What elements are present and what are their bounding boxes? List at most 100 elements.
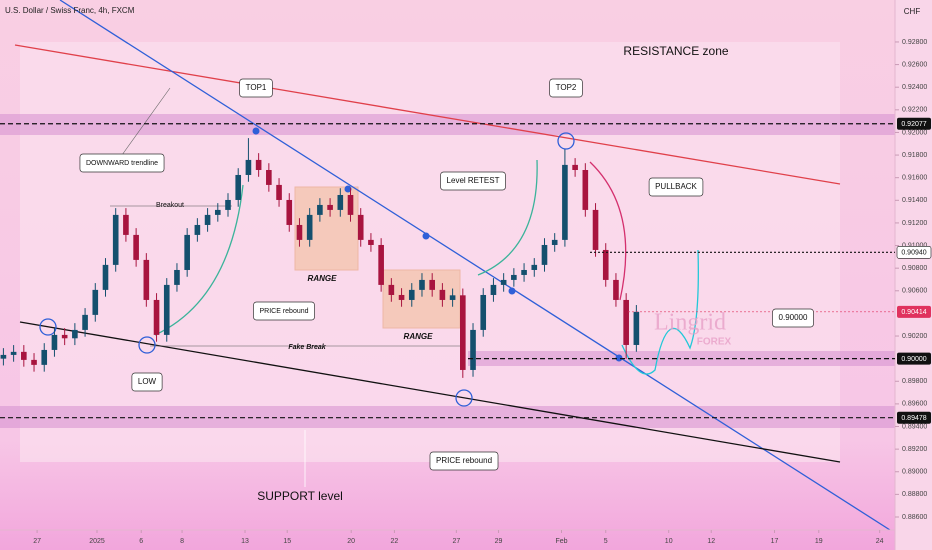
- candle-body: [255, 159, 262, 170]
- candle-body: [174, 269, 180, 285]
- annotation-box: [253, 301, 315, 321]
- annotation: PULLBACK: [655, 182, 697, 191]
- x-tick-label: 29: [495, 538, 503, 545]
- candle-body: [613, 279, 619, 300]
- candle-body: [551, 239, 558, 245]
- candle-body: [0, 354, 7, 359]
- circle-marker: [138, 336, 156, 354]
- x-tick-label: 27: [33, 538, 41, 545]
- candle-body: [419, 279, 425, 290]
- candle-body: [143, 259, 150, 300]
- candle-body: [102, 264, 109, 290]
- dots: [252, 127, 623, 362]
- candle-body: [490, 284, 497, 295]
- candle-body: [500, 279, 507, 285]
- arrow: [154, 184, 244, 336]
- candle-body: [296, 224, 303, 240]
- level-zone: [468, 351, 895, 366]
- price-level-label: 0.92077: [901, 121, 926, 128]
- arrows: [121, 87, 699, 487]
- candle-body: [21, 351, 27, 360]
- dot: [422, 232, 430, 240]
- price-level-box: [896, 246, 932, 259]
- x-tick-label: 6: [139, 538, 143, 545]
- highlight-area: [20, 42, 840, 462]
- y-tick-label: 0.88600: [902, 514, 927, 521]
- candle-body: [276, 184, 282, 200]
- y-tick-label: 0.89600: [902, 401, 927, 408]
- x-tick-label: 13: [241, 538, 249, 545]
- annotation: RESISTANCE zone: [623, 44, 728, 58]
- candle-body: [388, 284, 395, 295]
- candle-body: [541, 244, 548, 265]
- y-tick-label: 0.91000: [902, 242, 927, 249]
- y-tick-label: 0.90200: [902, 333, 927, 340]
- y-tick-label: 0.92600: [902, 61, 927, 68]
- y-tick-label: 0.91200: [902, 220, 927, 227]
- candle-body: [82, 314, 88, 330]
- x-tick-label: 15: [283, 538, 291, 545]
- candle-body: [51, 334, 58, 350]
- price-level-label: 0.90000: [901, 356, 926, 363]
- annotation: LOW: [138, 377, 157, 386]
- candle-body: [204, 214, 211, 225]
- y-tick-label: 0.91600: [902, 175, 927, 182]
- candle-body: [184, 234, 190, 270]
- annotation: RANGE: [308, 274, 338, 283]
- price-level-box: [897, 352, 931, 365]
- candle-body: [214, 209, 221, 215]
- candle-body: [153, 299, 160, 335]
- y-tick-label: 0.90800: [902, 265, 927, 272]
- price-axis: [895, 0, 932, 550]
- candle-body: [245, 159, 252, 175]
- candle-body: [61, 334, 68, 339]
- candle-body: [470, 329, 476, 370]
- annotation: Breakout: [156, 202, 184, 209]
- annotation-box: [429, 451, 499, 471]
- candle-body: [327, 204, 333, 210]
- candle-body: [480, 294, 487, 330]
- annotation: 0.90000: [779, 313, 808, 322]
- price-level-box: [897, 411, 931, 424]
- y-tick-label: 0.91800: [902, 152, 927, 159]
- currency: CHF: [904, 7, 921, 16]
- annotation-box: [648, 177, 704, 197]
- candle-body: [511, 274, 517, 280]
- y-tick-label: 0.89200: [902, 446, 927, 453]
- y-tick-label: 0.89400: [902, 423, 927, 430]
- watermark: Lingrid: [654, 310, 726, 336]
- annotation-box: [239, 78, 273, 98]
- candle-body: [439, 289, 446, 300]
- candle-body: [10, 351, 17, 355]
- x-tick-label: 20: [347, 538, 355, 545]
- circle-marker: [557, 132, 575, 150]
- annotation: TOP2: [556, 83, 577, 92]
- support-trendline: [19, 321, 841, 463]
- x-tick-label: 2025: [89, 538, 105, 545]
- annotation: TOP1: [246, 83, 267, 92]
- candle-body: [317, 204, 323, 215]
- projection: [621, 249, 699, 375]
- x-tick-label: 5: [604, 538, 608, 545]
- x-tick-label: 27: [452, 538, 460, 545]
- pointer: [121, 87, 171, 156]
- resistance-zone: [0, 114, 895, 135]
- candle-body: [429, 279, 435, 290]
- candle-body: [194, 224, 201, 235]
- candle-body: [123, 214, 129, 235]
- candle-body: [562, 164, 568, 240]
- watermark-sub: FOREX: [697, 337, 732, 348]
- price-level-label: 0.90940: [901, 250, 926, 257]
- x-tick-label: 22: [391, 538, 399, 545]
- price-level-label: 0.89478: [901, 415, 926, 422]
- arrow: [589, 161, 627, 301]
- annotation: PRICE rebound: [259, 308, 308, 315]
- circle-marker: [39, 318, 57, 336]
- candle-body: [225, 199, 231, 210]
- candle-body: [398, 294, 405, 300]
- candle-body: [286, 199, 293, 225]
- x-tick-label: 19: [815, 538, 823, 545]
- annotation-box: [772, 308, 814, 328]
